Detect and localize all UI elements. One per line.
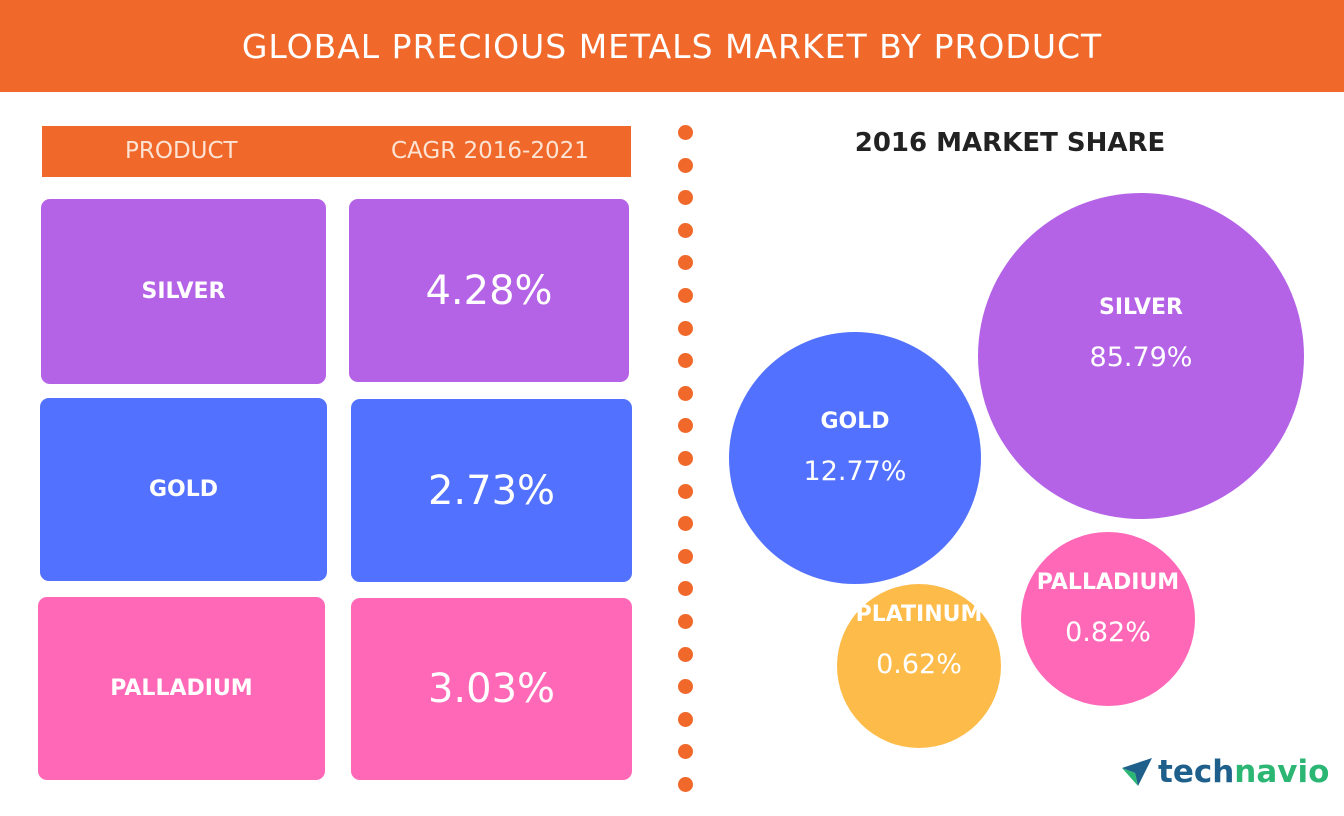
bubble-palladium: PALLADIUM 0.82% <box>1021 532 1195 706</box>
cagr-gold: 2.73% <box>351 399 632 582</box>
dotted-divider <box>677 125 695 792</box>
divider-dot <box>678 288 693 303</box>
bubble-value: 12.77% <box>803 456 907 487</box>
divider-dot <box>678 255 693 271</box>
divider-dot <box>678 385 693 401</box>
table-header: PRODUCT CAGR 2016-2021 <box>42 126 631 177</box>
bubble-gold: GOLD 12.77% <box>729 332 981 584</box>
divider-dot <box>678 711 693 727</box>
divider-dot <box>678 483 693 499</box>
divider-dot <box>678 516 693 532</box>
divider-dot <box>678 777 693 792</box>
logo-text-tech: tech <box>1158 754 1235 790</box>
technavio-logo: tech navio <box>1122 752 1329 792</box>
header-cagr: CAGR 2016-2021 <box>391 138 589 164</box>
bubble-value: 0.62% <box>876 649 962 680</box>
divider-dot <box>678 157 693 173</box>
logo-text-navio: navio <box>1234 754 1330 790</box>
product-silver: SILVER <box>41 199 326 384</box>
divider-dot <box>678 679 693 695</box>
divider-dot <box>678 451 693 466</box>
product-palladium: PALLADIUM <box>38 597 325 780</box>
bubble-value: 85.79% <box>1089 342 1193 373</box>
product-gold: GOLD <box>40 398 327 581</box>
bubble-label: PALLADIUM <box>1036 570 1180 595</box>
divider-dot <box>678 222 693 238</box>
divider-dot <box>678 320 693 336</box>
bubble-value: 0.82% <box>1065 617 1151 648</box>
divider-dot <box>678 353 693 369</box>
bubble-label: GOLD <box>820 409 890 434</box>
logo-arrow-icon <box>1122 758 1152 786</box>
cagr-palladium: 3.03% <box>351 598 632 780</box>
bubble-label: PLATINUM <box>855 602 983 627</box>
page-title: GLOBAL PRECIOUS METALS MARKET BY PRODUCT <box>241 26 1103 66</box>
divider-dot <box>678 190 693 206</box>
divider-dot <box>678 744 693 760</box>
chart-title: 2016 MARKET SHARE <box>854 128 1166 158</box>
divider-dot <box>678 548 693 564</box>
divider-dot <box>678 581 693 597</box>
divider-dot <box>678 614 693 629</box>
title-banner: GLOBAL PRECIOUS METALS MARKET BY PRODUCT <box>0 0 1344 92</box>
bubble-silver: SILVER 85.79% <box>978 193 1304 519</box>
cagr-silver: 4.28% <box>349 199 629 382</box>
bubble-platinum: PLATINUM 0.62% <box>837 584 1001 748</box>
divider-dot <box>678 646 693 662</box>
divider-dot <box>678 418 693 434</box>
header-product: PRODUCT <box>125 138 238 164</box>
divider-dot <box>678 125 693 140</box>
bubble-label: SILVER <box>1098 295 1183 320</box>
